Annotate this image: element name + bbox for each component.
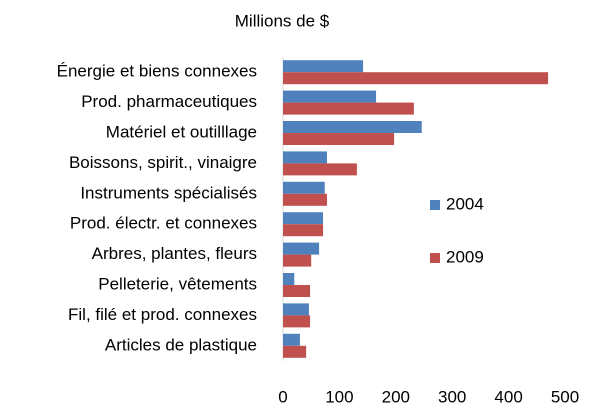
x-tick-label: 400 (494, 387, 522, 406)
bar (283, 193, 327, 206)
bar (283, 133, 395, 145)
y-tick-label: Instruments spécialisés (80, 183, 257, 202)
y-tick-label: Prod. pharmaceutiques (81, 92, 257, 111)
y-tick-label: Fil, filé et prod. connexes (68, 305, 257, 324)
bar (283, 303, 309, 316)
bar (283, 315, 311, 328)
y-tick-label: Pelleterie, vêtements (98, 274, 257, 293)
legend-label: 2004 (446, 194, 484, 213)
x-tick-label: 300 (438, 387, 466, 406)
x-tick-label: 200 (382, 387, 410, 406)
bar (283, 72, 549, 85)
x-tick-label: 500 (551, 387, 579, 406)
bar (283, 224, 324, 237)
legend-swatch (430, 200, 440, 210)
legend-swatch (430, 253, 440, 263)
chart-title: Millions de $ (235, 11, 330, 30)
y-tick-label: Boissons, spirit., vinaigre (69, 153, 257, 172)
bar (283, 102, 414, 115)
bar (283, 345, 307, 358)
x-tick-label: 100 (325, 387, 353, 406)
bar (283, 254, 312, 267)
legend-label: 2009 (446, 247, 484, 266)
bar (283, 90, 377, 103)
bar (283, 273, 295, 285)
y-tick-label: Articles de plastique (105, 335, 257, 354)
y-tick-label: Arbres, plantes, fleurs (92, 244, 257, 263)
x-tick-label: 0 (278, 387, 287, 406)
bar (283, 163, 357, 176)
bar (283, 60, 364, 73)
bar (283, 151, 327, 164)
y-tick-label: Prod. électr. et connexes (70, 214, 257, 233)
bar (283, 181, 325, 194)
bar (283, 121, 422, 133)
y-tick-label: Énergie et biens connexes (57, 62, 257, 81)
bar (283, 212, 324, 225)
y-tick-label: Matériel et outilllage (106, 122, 257, 141)
bar (283, 242, 320, 255)
bar (283, 285, 311, 297)
bar (283, 333, 300, 346)
